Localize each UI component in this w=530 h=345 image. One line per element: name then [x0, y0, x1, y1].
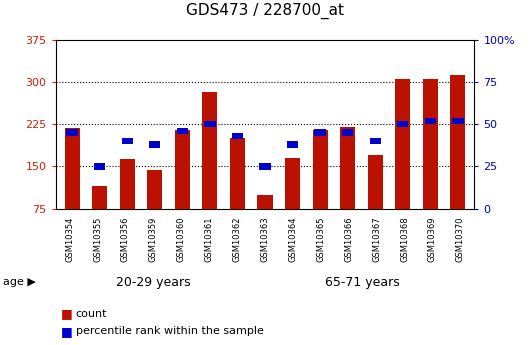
Bar	[452, 118, 464, 124]
Text: GSM10354: GSM10354	[65, 216, 74, 262]
Bar	[92, 186, 107, 209]
Text: GSM10355: GSM10355	[93, 216, 102, 262]
Text: GSM10364: GSM10364	[288, 216, 297, 262]
Text: GSM10360: GSM10360	[177, 216, 186, 262]
Bar	[121, 138, 133, 144]
Text: GSM10365: GSM10365	[316, 216, 325, 262]
Bar	[313, 130, 328, 209]
Bar	[176, 128, 188, 134]
Bar	[230, 138, 245, 209]
Bar	[94, 163, 105, 170]
Bar	[259, 163, 271, 170]
Text: GSM10356: GSM10356	[121, 216, 130, 262]
Text: GSM10370: GSM10370	[456, 216, 465, 262]
Bar	[258, 195, 272, 209]
Bar	[65, 128, 80, 209]
Bar	[66, 129, 78, 136]
Bar	[397, 121, 409, 127]
Text: ■: ■	[61, 307, 73, 321]
Bar	[202, 92, 217, 209]
Bar	[175, 130, 190, 209]
Text: count: count	[76, 309, 107, 319]
Bar	[342, 129, 354, 136]
Text: 20-29 years: 20-29 years	[116, 276, 191, 288]
Bar	[395, 79, 410, 209]
Text: GSM10366: GSM10366	[344, 216, 353, 262]
Bar	[204, 121, 216, 127]
Bar	[147, 170, 162, 209]
Text: GSM10361: GSM10361	[205, 216, 214, 262]
Bar	[450, 75, 465, 209]
Bar	[340, 127, 355, 209]
Text: age ▶: age ▶	[3, 277, 36, 287]
Text: ■: ■	[61, 325, 73, 338]
Bar	[368, 155, 383, 209]
Bar	[314, 129, 326, 136]
Bar	[287, 141, 298, 148]
Text: GSM10367: GSM10367	[372, 216, 381, 262]
Bar	[232, 133, 243, 139]
Text: GSM10362: GSM10362	[233, 216, 242, 262]
Text: GSM10359: GSM10359	[149, 216, 158, 262]
Text: GSM10368: GSM10368	[400, 216, 409, 262]
Text: GSM10369: GSM10369	[428, 216, 437, 262]
Bar	[285, 158, 300, 209]
Bar	[425, 118, 436, 124]
Bar	[149, 141, 161, 148]
Bar	[423, 79, 438, 209]
Text: 65-71 years: 65-71 years	[325, 276, 400, 288]
Bar	[369, 138, 381, 144]
Bar	[120, 159, 135, 209]
Text: GDS473 / 228700_at: GDS473 / 228700_at	[186, 3, 344, 19]
Text: percentile rank within the sample: percentile rank within the sample	[76, 326, 263, 336]
Text: GSM10363: GSM10363	[261, 216, 269, 262]
